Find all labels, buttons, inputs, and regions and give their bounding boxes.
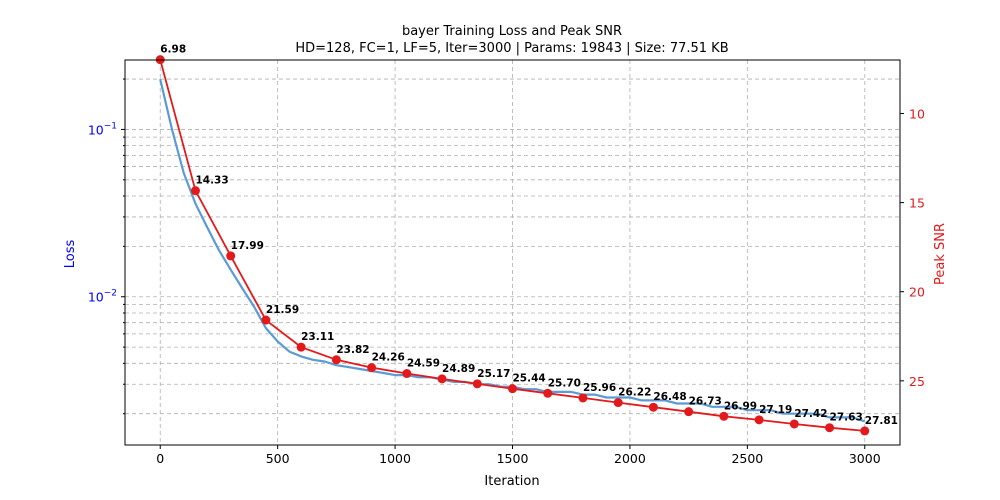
psnr-point bbox=[789, 419, 799, 429]
psnr-point bbox=[190, 186, 200, 196]
psnr-point bbox=[226, 251, 236, 261]
psnr-point bbox=[543, 388, 553, 398]
psnr-data-label: 26.48 bbox=[653, 391, 686, 403]
psnr-data-label: 25.96 bbox=[583, 382, 616, 394]
psnr-data-label: 25.44 bbox=[513, 373, 546, 385]
right-y-axis-ticks: 10 15 20 25 bbox=[900, 106, 925, 389]
psnr-point bbox=[719, 411, 729, 421]
psnr-point bbox=[754, 415, 764, 425]
psnr-data-label: 27.81 bbox=[865, 415, 898, 427]
psnr-point bbox=[578, 393, 588, 403]
psnr-point bbox=[437, 374, 447, 384]
psnr-data-label: 25.70 bbox=[548, 377, 581, 389]
x-tick-label: 2000 bbox=[614, 451, 646, 466]
psnr-data-label: 23.11 bbox=[301, 331, 334, 343]
x-tick-label: 3000 bbox=[849, 451, 881, 466]
left-y-axis-ticks: 10−1 10−2 bbox=[88, 78, 125, 415]
psnr-data-label: 27.42 bbox=[794, 408, 827, 420]
psnr-point bbox=[331, 355, 341, 365]
psnr-data-label: 21.59 bbox=[266, 304, 299, 316]
psnr-point bbox=[472, 379, 482, 389]
chart-subtitle: HD=128, FC=1, LF=5, Iter=3000 | Params: … bbox=[295, 41, 728, 56]
psnr-data-label: 6.98 bbox=[160, 44, 186, 56]
psnr-data-label: 27.19 bbox=[759, 404, 792, 416]
left-y-axis-label: Loss bbox=[63, 240, 78, 269]
psnr-point bbox=[367, 363, 377, 373]
psnr-point bbox=[860, 426, 870, 436]
right-y-tick-label: 15 bbox=[909, 196, 925, 211]
psnr-data-label: 26.22 bbox=[618, 387, 651, 399]
x-tick-label: 500 bbox=[266, 451, 290, 466]
left-y-tick-label: 10−1 bbox=[88, 121, 117, 137]
x-axis-ticks: 0 500 1000 1500 2000 2500 3000 bbox=[156, 445, 881, 466]
psnr-data-label: 27.63 bbox=[830, 412, 863, 424]
x-axis-label: Iteration bbox=[484, 474, 539, 489]
psnr-point bbox=[402, 369, 412, 379]
x-tick-label: 1000 bbox=[379, 451, 411, 466]
psnr-data-label: 24.26 bbox=[372, 352, 405, 364]
right-y-axis-label: Peak SNR bbox=[933, 223, 948, 285]
x-tick-label: 2500 bbox=[731, 451, 763, 466]
psnr-data-label: 24.89 bbox=[442, 363, 475, 375]
psnr-point bbox=[261, 315, 271, 325]
psnr-point bbox=[825, 423, 835, 433]
psnr-data-label: 14.33 bbox=[195, 175, 228, 187]
chart-title: bayer Training Loss and Peak SNR bbox=[402, 24, 622, 39]
psnr-point bbox=[684, 407, 694, 417]
psnr-point bbox=[648, 402, 658, 412]
psnr-data-label: 23.82 bbox=[336, 344, 369, 356]
psnr-data-label: 25.17 bbox=[477, 368, 510, 380]
right-y-tick-label: 20 bbox=[909, 285, 925, 300]
psnr-data-label: 24.59 bbox=[407, 358, 440, 370]
psnr-point bbox=[613, 398, 623, 408]
grid-lines bbox=[125, 60, 900, 445]
psnr-point bbox=[508, 384, 517, 394]
psnr-series bbox=[155, 55, 870, 436]
psnr-point bbox=[296, 342, 306, 352]
right-y-tick-label: 25 bbox=[909, 374, 925, 389]
psnr-data-label: 17.99 bbox=[231, 240, 264, 252]
x-tick-label: 0 bbox=[156, 451, 164, 466]
x-tick-label: 1500 bbox=[497, 451, 529, 466]
left-y-tick-label: 10−2 bbox=[88, 289, 117, 305]
psnr-data-label: 26.99 bbox=[724, 400, 757, 412]
psnr-data-label: 26.73 bbox=[689, 396, 722, 408]
right-y-tick-label: 10 bbox=[909, 106, 925, 121]
